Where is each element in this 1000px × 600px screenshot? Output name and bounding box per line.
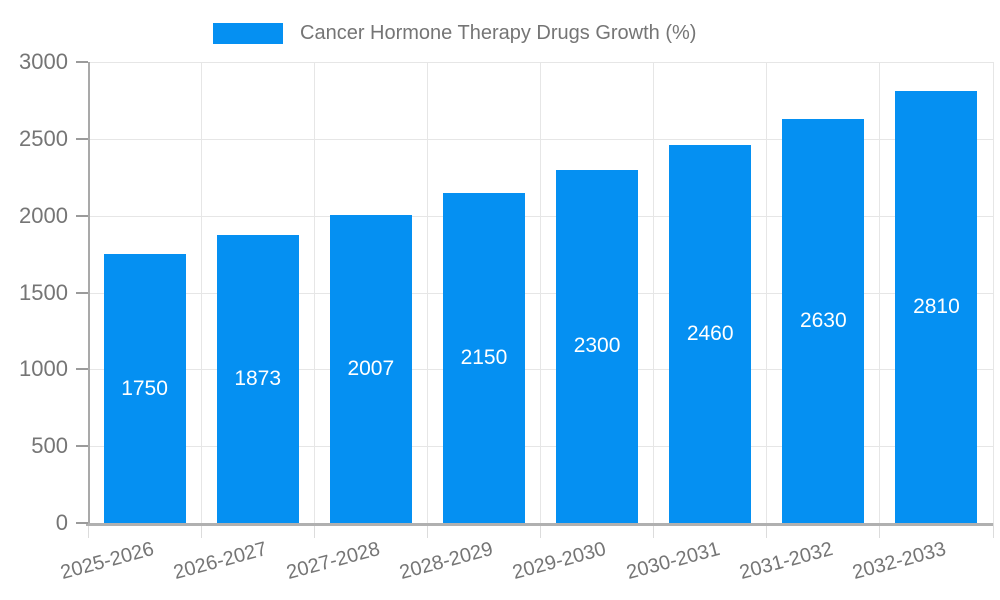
y-axis-tick: [76, 61, 88, 63]
x-tick-label: 2029-2030: [510, 538, 609, 585]
bar-value-label: 2460: [686, 321, 734, 345]
y-tick-label: 2500: [19, 125, 68, 151]
bar: 2150: [442, 192, 525, 523]
bar: 2460: [669, 144, 752, 523]
bar: 1750: [103, 254, 186, 523]
x-gridline: [540, 62, 541, 523]
bar-value-label: 2007: [347, 356, 395, 380]
bar: 2007: [329, 214, 412, 523]
y-axis-tick: [76, 214, 88, 217]
chart-legend: Cancer Hormone Therapy Drugs Growth (%): [213, 22, 696, 45]
y-tick-label: 2000: [19, 202, 68, 228]
bar: 2630: [782, 118, 865, 523]
bar-value-label: 2150: [460, 345, 508, 369]
x-gridline: [653, 62, 655, 523]
y-axis-tick: [76, 445, 88, 448]
legend-label: Cancer Hormone Therapy Drugs Growth (%): [300, 22, 697, 44]
y-tick-label: 500: [31, 433, 68, 459]
x-tick-label: 2026-2027: [171, 538, 270, 585]
legend-swatch-icon: [213, 23, 283, 44]
x-axis-tick: [879, 523, 881, 538]
bar-value-label: 1750: [121, 376, 168, 400]
x-tick-label: 2028-2029: [397, 538, 496, 585]
x-axis-line: [86, 523, 993, 526]
x-axis-tick: [992, 523, 994, 538]
bar-value-label: 2630: [799, 308, 847, 332]
x-tick-label: 2025-2026: [58, 538, 157, 585]
y-tick-label: 0: [55, 510, 68, 535]
y-tick-label: 3000: [19, 49, 68, 74]
x-gridline: [426, 62, 428, 523]
x-axis-tick: [540, 523, 541, 538]
y-axis-tick: [76, 368, 88, 371]
bar-value-label: 1873: [234, 367, 282, 391]
bar: 2300: [556, 169, 639, 523]
x-axis-tick: [766, 523, 768, 538]
x-tick-label: 2031-2032: [736, 538, 836, 585]
y-tick-label: 1000: [19, 356, 68, 382]
bar-value-label: 2300: [573, 334, 621, 358]
x-axis-tick: [87, 523, 89, 538]
plot-area: 0 500 1000 1500 2000 2500 3000 1750 2025-2026 187…: [19, 49, 994, 584]
x-gridline: [879, 62, 881, 523]
x-gridline: [766, 62, 768, 523]
x-axis-tick: [426, 523, 428, 538]
y-axis-tick: [76, 522, 88, 524]
x-tick-label: 2032-2033: [850, 538, 949, 585]
x-gridline: [200, 62, 202, 523]
bar-value-label: 2810: [913, 295, 960, 319]
y-axis-tick: [76, 137, 88, 140]
x-gridline: [313, 62, 315, 523]
y-axis-line: [88, 62, 90, 523]
x-axis-tick: [653, 523, 655, 538]
x-gridline: [992, 62, 994, 523]
x-axis-tick: [200, 523, 202, 538]
y-axis-tick: [76, 291, 88, 294]
x-tick-label: 2027-2028: [284, 538, 383, 585]
y-tick-label: 1500: [19, 279, 68, 305]
x-axis-tick: [313, 523, 315, 538]
bar: 1873: [216, 235, 299, 523]
bar: 2810: [895, 91, 978, 523]
x-tick-label: 2030-2031: [623, 538, 722, 585]
